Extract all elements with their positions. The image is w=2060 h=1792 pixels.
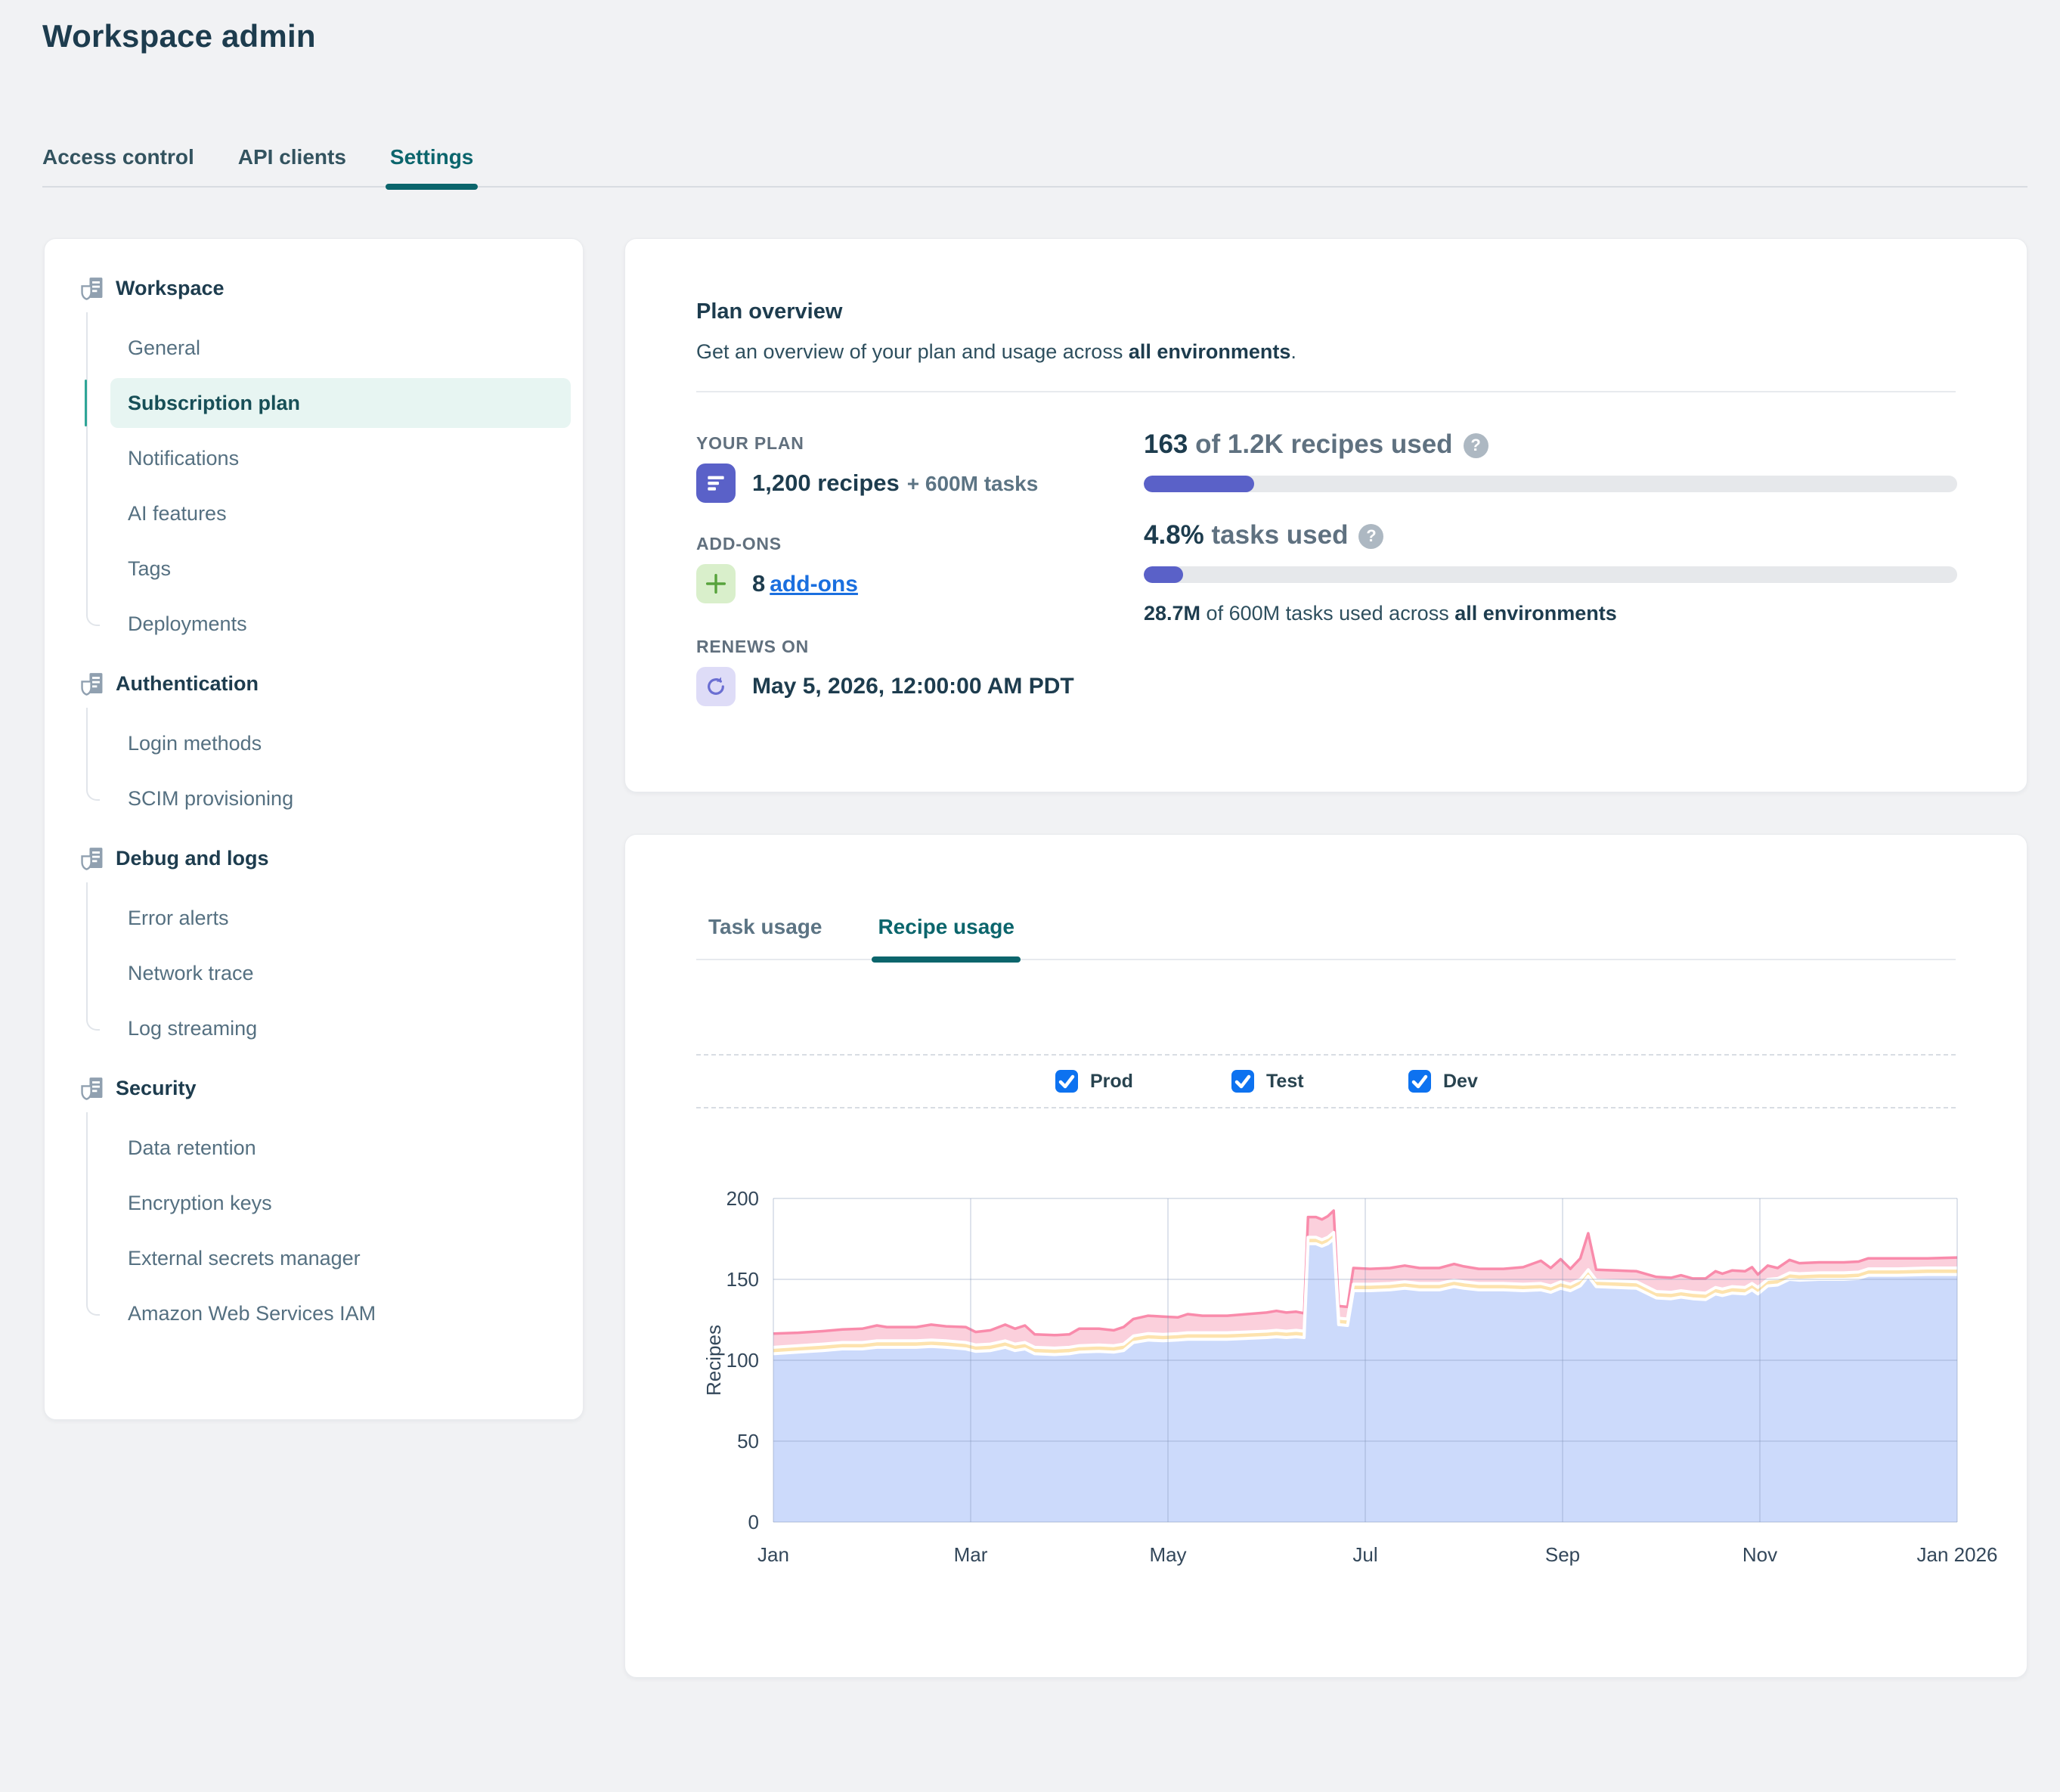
help-icon[interactable]: ? xyxy=(1464,433,1488,458)
sidebar-item-external-secrets-manager[interactable]: External secrets manager xyxy=(110,1233,571,1283)
tree-connector xyxy=(86,882,100,1031)
y-tick-label: 200 xyxy=(726,1187,759,1210)
prod-checkbox[interactable] xyxy=(1055,1070,1078,1093)
tab-recipe-usage[interactable]: Recipe usage xyxy=(878,915,1015,959)
sidebar-item-network-trace[interactable]: Network trace xyxy=(110,948,571,998)
tasks-progress-bar xyxy=(1144,566,1957,583)
addons-label: ADD-ONS xyxy=(696,534,782,554)
tab-task-usage[interactable]: Task usage xyxy=(708,915,822,959)
sidebar-section-label: Debug and logs xyxy=(116,847,269,870)
plan-overview-title: Plan overview xyxy=(696,299,842,324)
y-tick-label: 0 xyxy=(748,1511,759,1533)
y-axis-title: Recipes xyxy=(702,1325,725,1396)
your-plan-label: YOUR PLAN xyxy=(696,433,804,454)
plan-tasks-value: + 600M tasks xyxy=(907,472,1039,495)
tree-connector xyxy=(86,1112,100,1316)
tab-api-clients[interactable]: API clients xyxy=(238,145,346,186)
addons-link[interactable]: add-ons xyxy=(770,572,858,597)
plan-recipes-value: 1,200 recipes xyxy=(752,470,900,496)
sidebar-item-ai-features[interactable]: AI features xyxy=(110,488,571,538)
plus-icon xyxy=(696,564,736,603)
addons-row: 8add-ons xyxy=(696,564,858,603)
sidebar-item-log-streaming[interactable]: Log streaming xyxy=(110,1003,571,1053)
sidebar-item-login-methods[interactable]: Login methods xyxy=(110,718,571,768)
x-tick-label: May xyxy=(1149,1543,1186,1566)
org-shield-icon xyxy=(79,846,105,872)
test-checkbox[interactable] xyxy=(1231,1070,1254,1093)
tasks-used-heading: 4.8% tasks used? xyxy=(1144,520,1383,550)
legend-item-dev[interactable]: Dev xyxy=(1408,1056,1478,1107)
sidebar-item-error-alerts[interactable]: Error alerts xyxy=(110,893,571,943)
tasks-usage-caption: 28.7M of 600M tasks used across all envi… xyxy=(1144,602,1617,625)
chart-legend: Prod Test Dev xyxy=(696,1054,1956,1108)
org-shield-icon xyxy=(79,1076,105,1102)
divider xyxy=(696,391,1956,392)
your-plan-row: 1,200 recipes + 600M tasks xyxy=(696,464,1038,503)
workspace-admin-page: Workspace admin Access control API clien… xyxy=(0,0,2060,1792)
sidebar-section-authentication: Authentication Login methods SCIM provis… xyxy=(45,654,583,823)
page-title: Workspace admin xyxy=(42,18,316,54)
renews-on-row: May 5, 2026, 12:00:00 AM PDT xyxy=(696,667,1074,706)
check-icon xyxy=(1061,1077,1073,1087)
y-tick-label: 50 xyxy=(737,1430,759,1453)
addons-count: 8 xyxy=(752,570,765,597)
renew-icon xyxy=(696,667,736,706)
dev-checkbox[interactable] xyxy=(1408,1070,1431,1093)
help-icon[interactable]: ? xyxy=(1358,524,1383,549)
legend-item-test[interactable]: Test xyxy=(1231,1056,1304,1107)
tab-settings[interactable]: Settings xyxy=(390,145,473,186)
x-tick-label: Jul xyxy=(1352,1543,1377,1566)
sidebar-item-data-retention[interactable]: Data retention xyxy=(110,1123,571,1173)
sidebar-item-notifications[interactable]: Notifications xyxy=(110,433,571,483)
renews-date: May 5, 2026, 12:00:00 AM PDT xyxy=(752,674,1074,699)
sidebar-section-debug-and-logs: Debug and logs Error alerts Network trac… xyxy=(45,829,583,1053)
top-tabs: Access control API clients Settings xyxy=(42,145,2027,188)
x-tick-label: Nov xyxy=(1742,1543,1777,1566)
sidebar-item-tags[interactable]: Tags xyxy=(110,544,571,594)
x-tick-label: Jan 2026 xyxy=(1917,1543,1998,1566)
sidebar-section-label: Authentication xyxy=(116,672,259,696)
usage-tabs: Task usage Recipe usage xyxy=(696,835,1956,960)
sidebar-item-encryption-keys[interactable]: Encryption keys xyxy=(110,1178,571,1228)
plan-overview-card: Plan overview Get an overview of your pl… xyxy=(624,238,2027,792)
x-tick-label: Sep xyxy=(1545,1543,1580,1566)
check-icon xyxy=(1414,1077,1426,1087)
check-icon xyxy=(1237,1077,1249,1087)
recipes-plan-icon xyxy=(696,464,736,503)
tree-connector xyxy=(86,312,100,626)
sidebar-item-subscription-plan[interactable]: Subscription plan xyxy=(110,378,571,428)
sidebar-section-label: Security xyxy=(116,1077,197,1100)
sidebar-section-security: Security Data retention Encryption keys … xyxy=(45,1059,583,1338)
sidebar-section-workspace: Workspace General Subscription plan Noti… xyxy=(45,259,583,649)
recipes-used-heading: 163 of 1.2K recipes used? xyxy=(1144,429,1488,460)
x-tick-label: Mar xyxy=(954,1543,988,1566)
legend-item-prod[interactable]: Prod xyxy=(1055,1056,1133,1107)
recipes-progress-bar xyxy=(1144,476,1957,492)
y-tick-label: 100 xyxy=(726,1349,759,1372)
recipe-usage-chart: 0 50 100 150 200 Jan Mar May Jul Sep Nov Jan 2026 Re… xyxy=(625,1167,2028,1666)
renews-on-label: RENEWS ON xyxy=(696,637,809,657)
tab-access-control[interactable]: Access control xyxy=(42,145,194,186)
sidebar-item-aws-iam[interactable]: Amazon Web Services IAM xyxy=(110,1288,571,1338)
x-tick-label: Jan xyxy=(757,1543,789,1566)
sidebar-item-general[interactable]: General xyxy=(110,323,571,373)
tree-connector xyxy=(86,708,100,801)
plan-overview-description: Get an overview of your plan and usage a… xyxy=(696,340,1296,364)
sidebar-section-label: Workspace xyxy=(116,277,225,300)
sidebar-item-scim-provisioning[interactable]: SCIM provisioning xyxy=(110,774,571,823)
usage-chart-card: Task usage Recipe usage Prod Test Dev 0 5… xyxy=(624,834,2027,1678)
y-tick-label: 150 xyxy=(726,1268,759,1291)
org-shield-icon xyxy=(79,276,105,302)
sidebar-item-deployments[interactable]: Deployments xyxy=(110,599,571,649)
org-shield-icon xyxy=(79,671,105,697)
settings-sidebar: Workspace General Subscription plan Noti… xyxy=(44,238,584,1420)
